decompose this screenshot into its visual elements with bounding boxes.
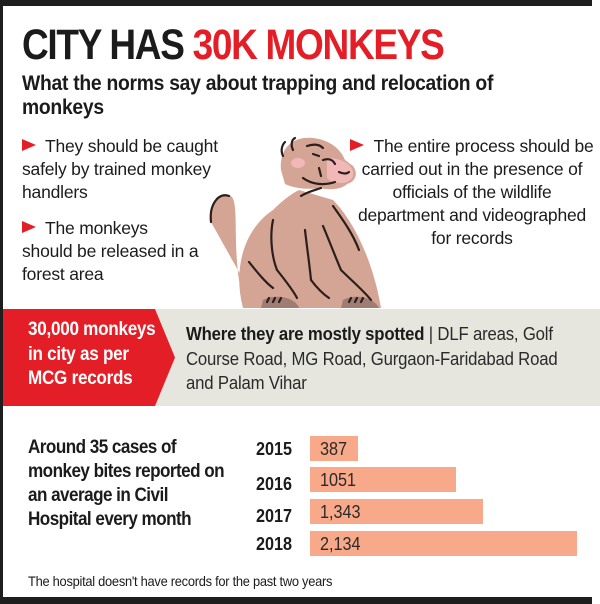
callout-line: MCG records: [28, 368, 133, 389]
red-arrow-icon: [22, 221, 36, 233]
norm-item: The entire process should be carried out…: [347, 135, 597, 250]
bar-row: 2016 1051: [250, 467, 590, 494]
monkey-icon: [209, 136, 381, 308]
headline-red: 30K MONKEYS: [192, 21, 445, 69]
norm-text: They should be caught safely by trained …: [22, 136, 218, 202]
frame-top-border: [0, 0, 592, 6]
bar-year-label: 2015: [256, 439, 293, 459]
spotted-label: Where they are mostly spotted: [186, 324, 425, 344]
bar-value-label: 387: [320, 439, 348, 459]
subhead: What the norms say about trapping and re…: [22, 72, 494, 119]
monkey-count-callout: 30,000 monkeys in city as per MCG record…: [28, 318, 163, 392]
bar-year-label: 2017: [256, 506, 293, 526]
bar-value-label: 2,134: [320, 534, 361, 554]
bar-value-label: 1051: [320, 470, 357, 490]
red-arrow-icon: [22, 139, 36, 151]
red-arrow-icon: [350, 139, 365, 151]
footnote: The hospital doesn't have records for th…: [28, 573, 333, 589]
bar-value-label: 1,343: [320, 502, 361, 522]
bar: [310, 436, 358, 461]
bar: [310, 467, 456, 492]
spotted-locations: Where they are mostly spotted | DLF area…: [186, 322, 567, 396]
callout-line: in city as per: [28, 343, 129, 365]
bar: [310, 499, 483, 524]
callout-line: 30,000 monkeys: [28, 319, 156, 340]
frame-left-border: [0, 0, 3, 604]
norm-text: The monkeys should be released in a fore…: [22, 218, 199, 284]
red-tag-shape: [3, 309, 175, 406]
spotted-separator: |: [424, 324, 438, 344]
bar-year-label: 2016: [256, 474, 293, 494]
bar-row: 2018 2,134: [250, 531, 590, 557]
bar-row: 2017 1,343: [250, 499, 590, 526]
frame-bottom-border: [0, 597, 592, 604]
bar-row: 2015 387: [250, 436, 590, 462]
norm-text: The entire process should be carried out…: [357, 136, 594, 248]
headline-dark: CITY HAS: [22, 21, 193, 69]
bar: [310, 531, 577, 556]
headline: CITY HAS 30K MONKEYS: [22, 21, 445, 69]
spotted-text: DLF areas, Golf Course Road, MG Road, Gu…: [186, 324, 558, 393]
norm-item: The monkeys should be released in a fore…: [22, 217, 202, 286]
norm-item: They should be caught safely by trained …: [22, 135, 262, 204]
bar-year-label: 2018: [256, 534, 293, 554]
bites-note: Around 35 cases of monkey bites reported…: [28, 437, 225, 530]
bite-cases-chart: 2015 387 2016 1051 2017 1,343 2018 2,134: [250, 436, 590, 560]
